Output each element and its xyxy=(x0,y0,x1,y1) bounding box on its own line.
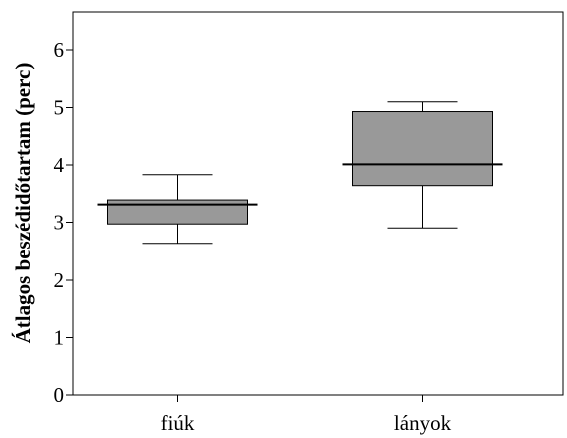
y-tick-label: 6 xyxy=(54,38,65,62)
x-category-label: lányok xyxy=(394,411,452,435)
y-tick-label: 3 xyxy=(54,211,65,235)
y-tick-label: 5 xyxy=(54,96,65,120)
y-tick-label: 4 xyxy=(54,153,65,177)
y-axis-title: Átlagos beszédidőtartam (perc) xyxy=(11,63,35,344)
box-fiúk xyxy=(97,174,258,245)
iqr-box xyxy=(352,111,493,187)
y-tick-label: 1 xyxy=(54,326,65,350)
x-category-label: fiúk xyxy=(161,411,195,435)
x-axis: fiúk lányok xyxy=(161,395,452,435)
plot-frame xyxy=(72,11,564,396)
box-lányok xyxy=(342,101,503,229)
y-axis: 0 1 2 3 4 5 6 xyxy=(54,38,73,407)
y-tick-label: 2 xyxy=(54,268,65,292)
y-tick-label: 0 xyxy=(54,383,65,407)
boxes xyxy=(97,101,503,245)
